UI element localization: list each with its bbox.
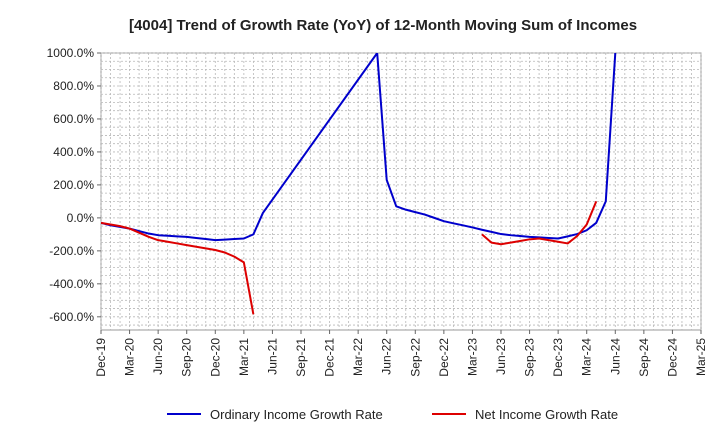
legend: Ordinary Income Growth Rate Net Income Gr… <box>167 407 618 422</box>
x-tick-label: Dec-24 <box>665 338 679 377</box>
series-line <box>481 201 598 246</box>
legend-label: Ordinary Income Growth Rate <box>210 407 383 422</box>
legend-label: Net Income Growth Rate <box>475 407 618 422</box>
y-tick-label: 1000.0% <box>47 46 95 60</box>
x-tick-label: Dec-22 <box>437 338 451 377</box>
x-tick-label: Sep-20 <box>180 338 194 377</box>
y-tick-label: 0.0% <box>67 211 95 225</box>
x-tick-label: Dec-21 <box>323 338 337 377</box>
x-tick-label: Mar-25 <box>694 338 708 376</box>
x-tick-label: Mar-21 <box>237 338 251 376</box>
y-axis-tick-labels: 1000.0% 800.0% 600.0% 400.0% 200.0% 0.0% -200.… <box>47 46 101 324</box>
x-tick-label: Mar-22 <box>351 338 365 376</box>
series-layer <box>101 53 617 315</box>
x-tick-label: Jun-22 <box>380 338 394 375</box>
series-2 <box>101 201 598 315</box>
series-line <box>101 221 255 315</box>
x-tick-label: Dec-19 <box>94 338 108 377</box>
x-tick-label: Jun-23 <box>494 338 508 375</box>
x-tick-label: Sep-23 <box>523 338 537 377</box>
x-tick-label: Mar-23 <box>465 338 479 376</box>
y-tick-label: -400.0% <box>49 277 94 291</box>
series-line <box>101 53 617 242</box>
y-tick-label: -200.0% <box>49 244 94 258</box>
x-tick-label: Sep-21 <box>294 338 308 377</box>
x-tick-label: Dec-20 <box>208 338 222 377</box>
chart-title: [4004] Trend of Growth Rate (YoY) of 12-… <box>129 17 637 34</box>
x-tick-label: Sep-24 <box>637 338 651 377</box>
x-tick-label: Mar-20 <box>123 338 137 376</box>
x-axis-tick-labels: Dec-19 Mar-20 Jun-20 Sep-20 Dec-20 Mar-21 Jun-… <box>94 330 708 377</box>
x-tick-label: Mar-24 <box>580 338 594 376</box>
x-tick-label: Jun-24 <box>608 338 622 375</box>
y-tick-label: 600.0% <box>53 112 94 126</box>
x-tick-label: Jun-20 <box>151 338 165 375</box>
y-tick-label: 800.0% <box>53 79 94 93</box>
series-1 <box>101 53 617 242</box>
y-tick-label: 200.0% <box>53 178 94 192</box>
x-tick-label: Dec-23 <box>551 338 565 377</box>
x-tick-label: Jun-21 <box>265 338 279 375</box>
x-tick-label: Sep-22 <box>408 338 422 377</box>
horizontal-gridlines <box>101 52 701 326</box>
y-tick-label: 400.0% <box>53 145 94 159</box>
y-tick-label: -600.0% <box>49 310 94 324</box>
